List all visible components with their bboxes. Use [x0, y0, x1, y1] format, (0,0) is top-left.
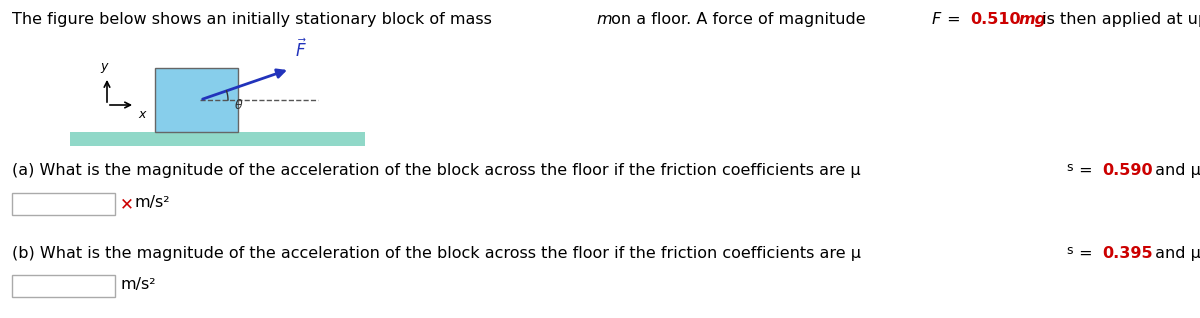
Text: =: = — [1074, 246, 1098, 261]
Text: and μ: and μ — [1151, 163, 1200, 178]
Bar — [70, 132, 365, 146]
Text: (b) What is the magnitude of the acceleration of the block across the floor if t: (b) What is the magnitude of the acceler… — [12, 246, 862, 261]
Text: 0.395: 0.395 — [1103, 246, 1153, 261]
Text: m/s²: m/s² — [134, 195, 170, 210]
Text: is then applied at upward angle θ =: is then applied at upward angle θ = — [1038, 12, 1200, 27]
Text: and μ: and μ — [1151, 246, 1200, 261]
Text: F: F — [932, 12, 941, 27]
Text: 0.590: 0.590 — [1103, 163, 1153, 178]
Text: =: = — [942, 12, 965, 27]
Text: 0.510: 0.510 — [971, 12, 1021, 27]
Text: $\vec{F}$: $\vec{F}$ — [295, 38, 306, 61]
Text: m/s²: m/s² — [120, 277, 156, 292]
Bar — [155, 68, 238, 132]
Text: The figure below shows an initially stationary block of mass: The figure below shows an initially stat… — [12, 12, 497, 27]
Text: m: m — [596, 12, 612, 27]
Text: (a) What is the magnitude of the acceleration of the block across the floor if t: (a) What is the magnitude of the acceler… — [12, 163, 860, 178]
Text: $\theta$: $\theta$ — [234, 98, 242, 112]
Bar — [12, 193, 115, 215]
Text: x: x — [138, 108, 145, 121]
Text: y: y — [101, 60, 108, 73]
Text: s: s — [1066, 244, 1073, 257]
Text: =: = — [1074, 163, 1098, 178]
Text: on a floor. A force of magnitude: on a floor. A force of magnitude — [606, 12, 871, 27]
Text: s: s — [1066, 161, 1073, 174]
Text: mg: mg — [1019, 12, 1046, 27]
Bar — [12, 275, 115, 297]
Text: ✕: ✕ — [120, 195, 134, 213]
